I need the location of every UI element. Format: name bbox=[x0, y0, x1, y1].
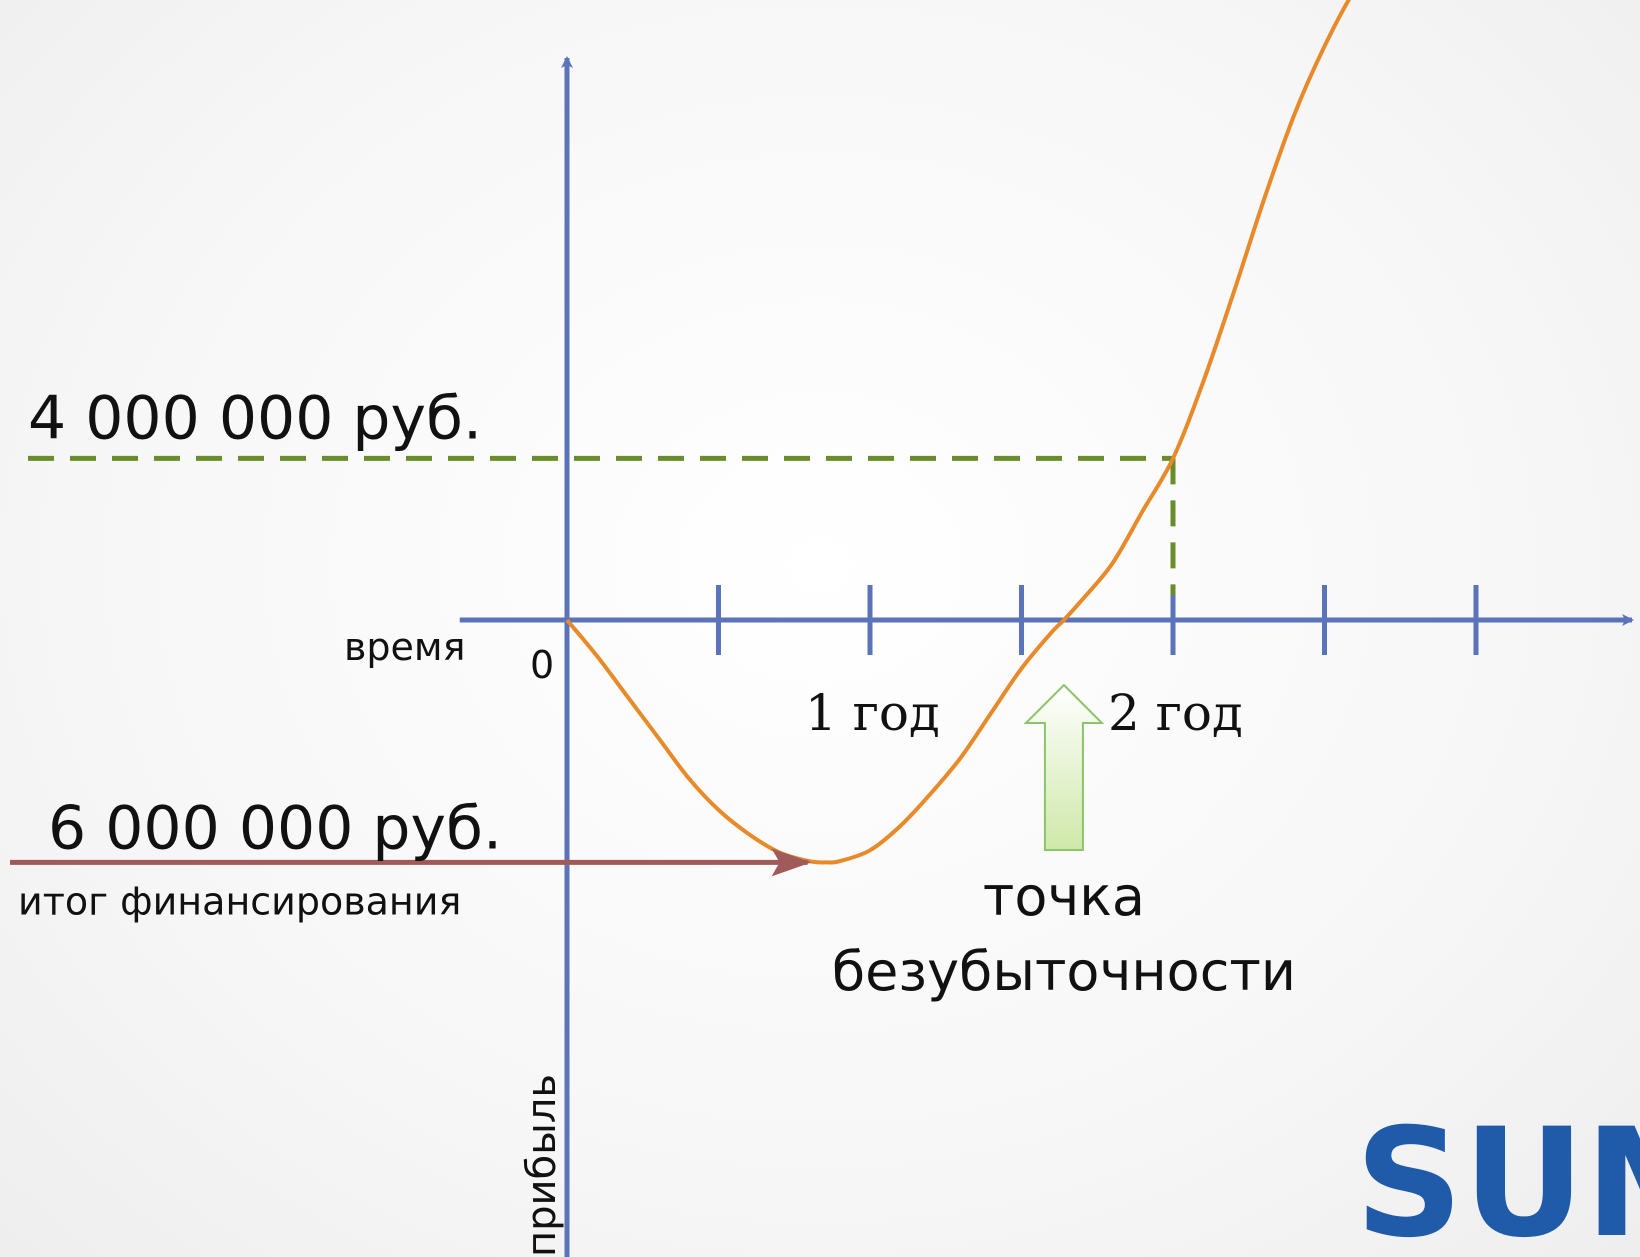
y-axis-label: прибыль bbox=[519, 1074, 565, 1257]
origin-label: 0 bbox=[530, 643, 554, 687]
breakeven-arrow bbox=[1023, 683, 1105, 851]
breakeven-label-line1: точка bbox=[983, 865, 1145, 928]
tick-label-2-year: 2 год bbox=[1108, 684, 1243, 742]
financing-total-label: итог финансирования bbox=[18, 879, 461, 923]
tick-label-1-year: 1 год bbox=[805, 684, 940, 742]
sum-logo: SUM bbox=[1355, 1097, 1640, 1257]
profit-curve bbox=[565, 0, 1351, 865]
x-axis-label: время bbox=[344, 625, 465, 669]
level-low-label: 6 000 000 руб. bbox=[48, 793, 502, 863]
x-axis-ticks bbox=[716, 585, 1479, 655]
level-high-label: 4 000 000 руб. bbox=[28, 383, 482, 453]
breakeven-label-line2: безубыточности bbox=[832, 940, 1296, 1003]
